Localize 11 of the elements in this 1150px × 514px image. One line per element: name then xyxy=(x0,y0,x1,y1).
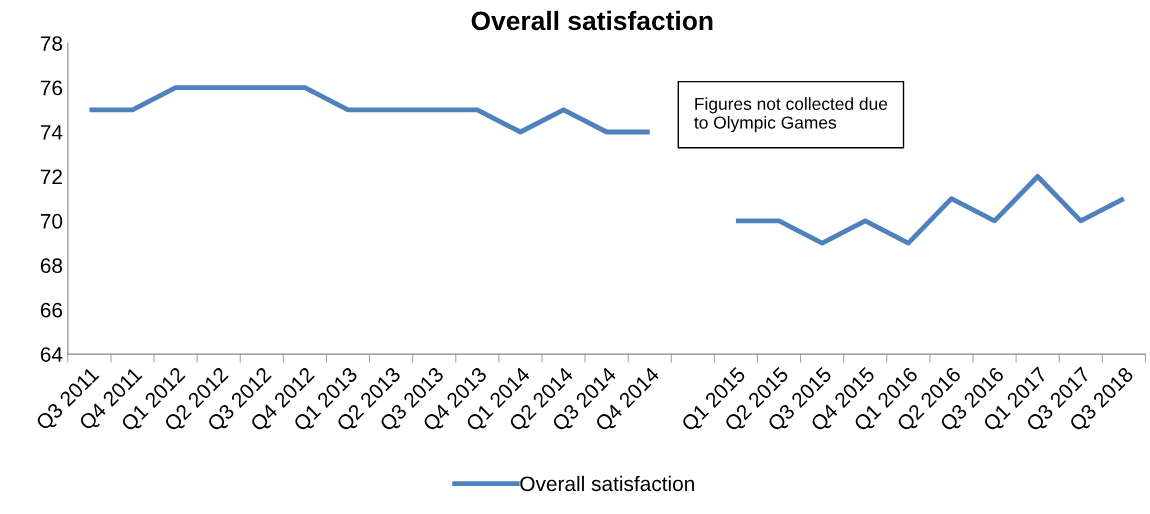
y-tick-label: 64 xyxy=(40,347,63,362)
legend-label: Overall satisfaction xyxy=(520,475,694,492)
chart-title: Overall satisfaction xyxy=(471,10,713,31)
y-tick-label: 68 xyxy=(40,258,63,274)
annotation: Figures not collected due to Olympic Games xyxy=(694,97,888,133)
y-tick-label: 74 xyxy=(40,125,63,140)
y-tick-label: 78 xyxy=(40,36,63,51)
y-tick-label: 72 xyxy=(40,169,62,184)
y-tick-label: 70 xyxy=(40,213,63,229)
y-tick-label: 76 xyxy=(40,80,63,96)
y-tick-label: 66 xyxy=(40,302,63,318)
